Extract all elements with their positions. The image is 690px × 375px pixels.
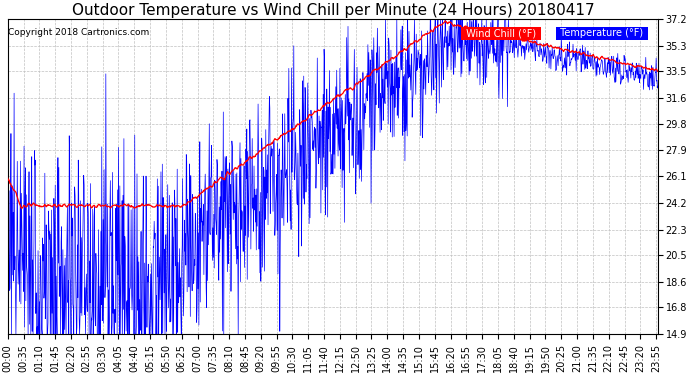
Text: Wind Chill (°F): Wind Chill (°F) (463, 28, 539, 38)
Text: Copyright 2018 Cartronics.com: Copyright 2018 Cartronics.com (8, 28, 150, 38)
Title: Outdoor Temperature vs Wind Chill per Minute (24 Hours) 20180417: Outdoor Temperature vs Wind Chill per Mi… (72, 3, 594, 18)
Text: Temperature (°F): Temperature (°F) (558, 28, 647, 38)
